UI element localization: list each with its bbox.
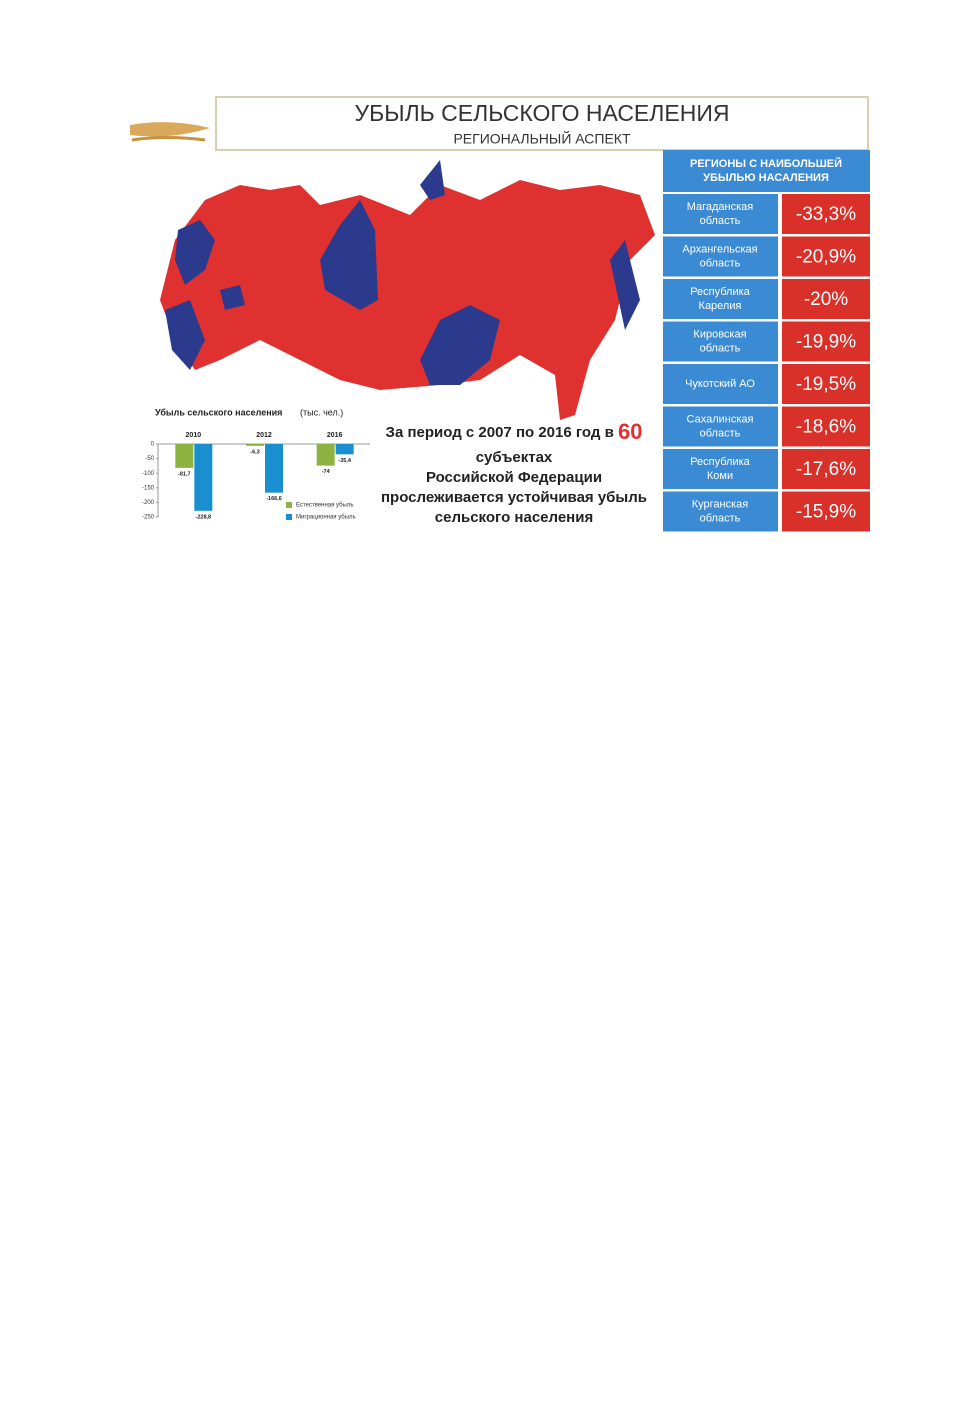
region-value: -33,3% [796, 204, 856, 225]
bar-chart: 0 -50 -100 -150 -200 -250 2010 -81,7 -228,8 2012 -… [142, 432, 370, 521]
region-name: Чукотский АО [685, 378, 755, 390]
value-cell [782, 279, 870, 319]
chart-unit: (тыс. чел.) [300, 407, 343, 417]
region-value: -20% [804, 289, 848, 310]
region-cell [663, 364, 778, 404]
name-line: область [700, 342, 741, 354]
bar [175, 444, 194, 468]
name-line: Республика [690, 456, 750, 468]
name-line: Сахалинская [687, 413, 754, 425]
value-cell [782, 321, 870, 362]
regions-table: РЕГИОНЫ С НАИБОЛЬШЕЙ УБЫЛЬЮ НАСАЛЕНИЯ Мага… [663, 150, 870, 532]
region-name: Кировская область [693, 328, 746, 354]
name-line: Магаданская [687, 201, 754, 213]
value-label: -228,8 [196, 514, 212, 520]
y-tick-label: 0 [151, 442, 155, 448]
value-label: -35,4 [338, 458, 351, 464]
name-line: Карелия [699, 300, 742, 312]
header-line: РЕГИОНЫ С НАИБОЛЬШЕЙ [690, 157, 842, 170]
title-box [215, 96, 869, 151]
region-cell [663, 491, 778, 532]
statement-line: За период с 2007 по 2016 год в 60 [386, 419, 643, 444]
table-header: РЕГИОНЫ С НАИБОЛЬШЕЙ УБЫЛЬЮ НАСАЛЕНИЯ [690, 157, 842, 184]
value-cell [782, 491, 870, 532]
bar [316, 444, 335, 466]
name-line: Коми [707, 470, 733, 482]
value-cell [782, 194, 870, 234]
statement-text: За период с 2007 по 2016 год в [386, 424, 614, 441]
value-label: -74 [322, 469, 331, 475]
region-cell [663, 321, 778, 362]
y-tick-label: -250 [142, 515, 155, 521]
region-name: Курганская область [692, 498, 749, 524]
region-name: Республика Карелия [690, 286, 750, 312]
region-cell [663, 449, 778, 489]
value-label: -81,7 [178, 471, 191, 477]
name-line: Республика [690, 286, 750, 298]
bar [265, 444, 283, 493]
region-value: -15,9% [796, 502, 856, 523]
y-tick-label: -100 [142, 471, 155, 477]
y-tick-label: -50 [145, 456, 154, 462]
region-cell [663, 279, 778, 319]
statement-line: субъектах [476, 449, 553, 466]
wheat-icon [130, 122, 210, 142]
header-line: УБЫЛЬЮ НАСАЛЕНИЯ [703, 172, 829, 184]
value-label: -6,3 [250, 449, 259, 455]
value-cell [782, 364, 870, 404]
legend-label: Естественная убыль [296, 503, 353, 509]
region-cell [663, 194, 778, 234]
value-cell [782, 406, 870, 447]
region-cell [663, 236, 778, 277]
subtitle: РЕГИОНАЛЬНЫЙ АСПЕКТ [453, 130, 630, 147]
x-tick-label: 2010 [186, 432, 202, 439]
value-cell [782, 449, 870, 489]
region-value: -17,6% [796, 459, 856, 480]
statement-line: Российской Федерации [426, 469, 602, 486]
x-tick-label: 2012 [256, 432, 272, 439]
region-name: Магаданская область [687, 201, 754, 227]
name-line: область [700, 512, 741, 524]
region-value: -18,6% [796, 417, 856, 438]
title: УБЫЛЬ СЕЛЬСКОГО НАСЕЛЕНИЯ [355, 100, 730, 126]
x-tick-label: 2016 [327, 432, 343, 439]
legend-swatch [286, 514, 292, 520]
bar [335, 444, 354, 455]
region-name: Республика Коми [690, 456, 750, 482]
statement-line: прослеживается устойчивая убыль [381, 489, 647, 506]
map [160, 160, 655, 420]
value-label: -166,6 [266, 496, 282, 502]
y-tick-label: -150 [142, 485, 155, 491]
name-line: область [700, 257, 741, 269]
name-line: Архангельская [682, 243, 757, 255]
region-name: Сахалинская область [687, 413, 754, 439]
name-line: область [700, 427, 741, 439]
name-line: Курганская [692, 498, 749, 510]
name-line: Кировская [693, 328, 746, 340]
statement-number: 60 [618, 419, 642, 444]
region-value: -19,5% [796, 374, 856, 395]
value-cell [782, 236, 870, 277]
statement: субъектах Российской Федерации прослеживае… [381, 449, 647, 526]
y-tick-label: -200 [142, 500, 155, 506]
legend-swatch [286, 502, 292, 508]
table-header-bg [663, 150, 870, 192]
statement-line: сельского населения [435, 509, 593, 526]
chart-title: Убыль сельского населения [155, 407, 282, 417]
region-name: Архангельская область [682, 243, 757, 269]
region-value: -20,9% [796, 247, 856, 268]
name-line: область [700, 215, 741, 227]
region-cell [663, 406, 778, 447]
legend-label: Миграционная убыль [296, 515, 356, 521]
bar [194, 444, 213, 511]
region-value: -19,9% [796, 332, 856, 353]
bar [246, 444, 264, 446]
